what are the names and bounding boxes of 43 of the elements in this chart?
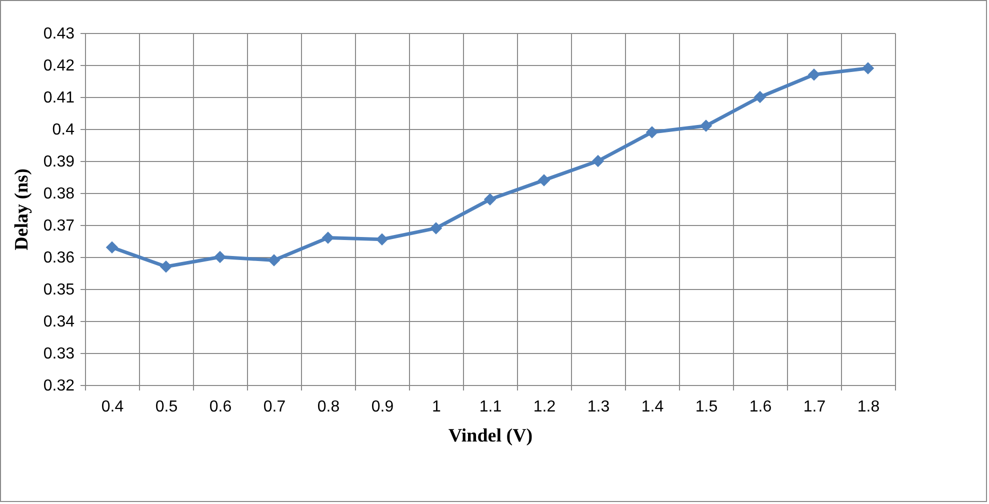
point — [106, 241, 118, 254]
x-tick-label: 1.8 — [857, 398, 880, 416]
x-axis-title: Vindel (V) — [448, 426, 533, 446]
point — [160, 260, 172, 273]
point — [862, 62, 874, 74]
y-tick-label: 0.35 — [43, 282, 75, 298]
x-tick-label: 0.8 — [317, 398, 340, 416]
y-tick-label: 0.37 — [43, 218, 75, 234]
x-tick-label: 1.7 — [803, 398, 826, 416]
x-tick-label: 1 — [432, 398, 442, 416]
y-tick-label: 0.32 — [43, 378, 75, 394]
point — [214, 250, 226, 264]
x-tick-label: 1.1 — [479, 398, 502, 416]
x-tick-label: 0.6 — [209, 398, 232, 416]
point — [700, 120, 712, 132]
point — [322, 232, 334, 244]
x-tick-label: 0.5 — [155, 398, 178, 416]
point — [646, 126, 658, 138]
y-tick-label: 0.4 — [52, 122, 75, 138]
x-tick-label: 1.6 — [749, 398, 772, 416]
point — [592, 154, 604, 168]
y-tick-label: 0.36 — [43, 250, 75, 266]
x-tick-label: 1.4 — [641, 398, 664, 416]
y-tick-label: 0.38 — [43, 186, 75, 202]
y-tick-label: 0.43 — [43, 26, 75, 42]
x-tick-label: 1.5 — [695, 398, 718, 416]
x-tick-label: 0.7 — [263, 398, 286, 416]
x-tick-label: 1.3 — [587, 398, 610, 416]
x-tick-label: 1.2 — [533, 398, 556, 416]
y-tick-label: 0.39 — [43, 154, 75, 170]
y-tick-label: 0.33 — [43, 346, 75, 362]
point — [484, 193, 496, 206]
x-tick-label: 0.9 — [371, 398, 394, 416]
point — [430, 222, 442, 234]
y-tick-label: 0.41 — [43, 90, 75, 106]
y-tick-label: 0.34 — [43, 314, 75, 330]
x-tick-label: 0.4 — [101, 398, 124, 416]
y-axis-title: Delay (ns) — [11, 168, 32, 250]
point — [268, 254, 280, 266]
point — [754, 90, 766, 104]
y-tick-label: 0.42 — [43, 58, 75, 74]
point — [538, 174, 550, 186]
point — [808, 68, 820, 81]
